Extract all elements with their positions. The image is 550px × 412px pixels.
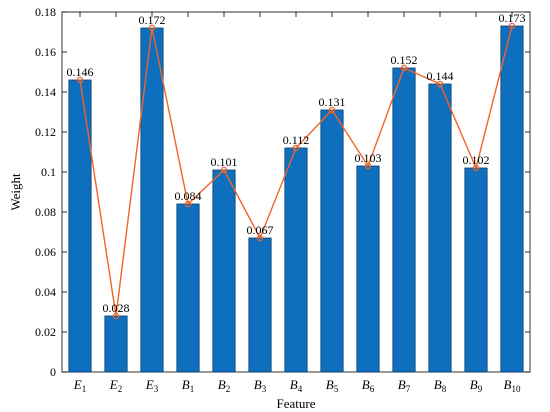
x-tick-label: E3 <box>145 377 159 394</box>
x-tick-label: E2 <box>109 377 122 394</box>
bar <box>320 109 344 373</box>
bar <box>248 237 272 373</box>
y-axis-title: Weight <box>8 173 23 211</box>
x-tick-label: B1 <box>182 377 194 394</box>
trend-point <box>292 144 300 152</box>
data-labels: 0.146 0.028 0.172 0.084 0.101 0.067 0.112 0.131… <box>67 11 526 315</box>
data-label: 0.103 <box>355 151 382 165</box>
x-tick-label: B2 <box>218 377 230 394</box>
x-tick-label: B9 <box>470 377 483 394</box>
trend-point <box>364 162 372 170</box>
x-tick-label: B5 <box>326 377 339 394</box>
x-tick-label: B6 <box>362 377 375 394</box>
x-tick-label: B4 <box>290 377 303 394</box>
data-label: 0.131 <box>319 95 346 109</box>
trend-point <box>328 106 336 114</box>
data-label: 0.101 <box>211 155 238 169</box>
y-tick-label: 0.02 <box>35 325 56 339</box>
y-tick-label: 0 <box>50 365 56 379</box>
data-label: 0.173 <box>499 11 526 25</box>
x-tick-label: B3 <box>254 377 267 394</box>
bar <box>428 83 452 373</box>
trend-point <box>400 64 408 72</box>
data-label: 0.144 <box>427 69 454 83</box>
x-tick-label: B8 <box>434 377 447 394</box>
trend-point <box>436 80 444 88</box>
bar <box>176 203 200 373</box>
y-tick-label: 0.14 <box>35 85 56 99</box>
data-label: 0.028 <box>103 301 130 315</box>
bar <box>464 167 488 373</box>
bar <box>284 147 308 373</box>
bar <box>68 79 92 373</box>
x-tick-label: B10 <box>504 377 521 394</box>
data-label: 0.152 <box>391 53 418 67</box>
trend-point <box>148 24 156 32</box>
trend-point <box>472 164 480 172</box>
y-tick-label: 0.16 <box>35 45 56 59</box>
x-tick-label: B7 <box>398 377 411 394</box>
x-tick-label: E1 <box>73 377 86 394</box>
y-tick-label: 0.04 <box>35 285 56 299</box>
trend-point <box>508 22 516 30</box>
bar <box>356 165 380 373</box>
y-tick-label: 0.12 <box>35 125 56 139</box>
y-tick-label: 0.1 <box>41 165 56 179</box>
data-label: 0.102 <box>463 153 490 167</box>
trend-point <box>112 312 120 320</box>
data-label: 0.084 <box>175 189 202 203</box>
y-tick-label: 0.18 <box>35 5 56 19</box>
trend-line <box>79 25 513 317</box>
trend-point <box>76 76 84 84</box>
trend-point <box>220 166 228 174</box>
y-tick-label: 0.08 <box>35 205 56 219</box>
trend-point <box>256 234 264 242</box>
x-axis-title: Feature <box>277 396 316 411</box>
data-label: 0.112 <box>283 133 310 147</box>
bar <box>140 27 164 373</box>
data-label: 0.146 <box>67 65 94 79</box>
axes: 0 0.02 0.04 0.06 0.08 0.1 0.12 0.14 0.16 0.18 E1 E2… <box>35 5 531 394</box>
trend-point <box>184 200 192 208</box>
bar <box>392 67 416 373</box>
y-tick-label: 0.06 <box>35 245 56 259</box>
bar <box>104 315 128 373</box>
data-label: 0.067 <box>247 223 274 237</box>
bar <box>500 25 524 373</box>
trend-line-layer <box>76 22 516 320</box>
bar <box>212 169 236 373</box>
bars <box>68 25 524 373</box>
data-label: 0.172 <box>139 13 166 27</box>
